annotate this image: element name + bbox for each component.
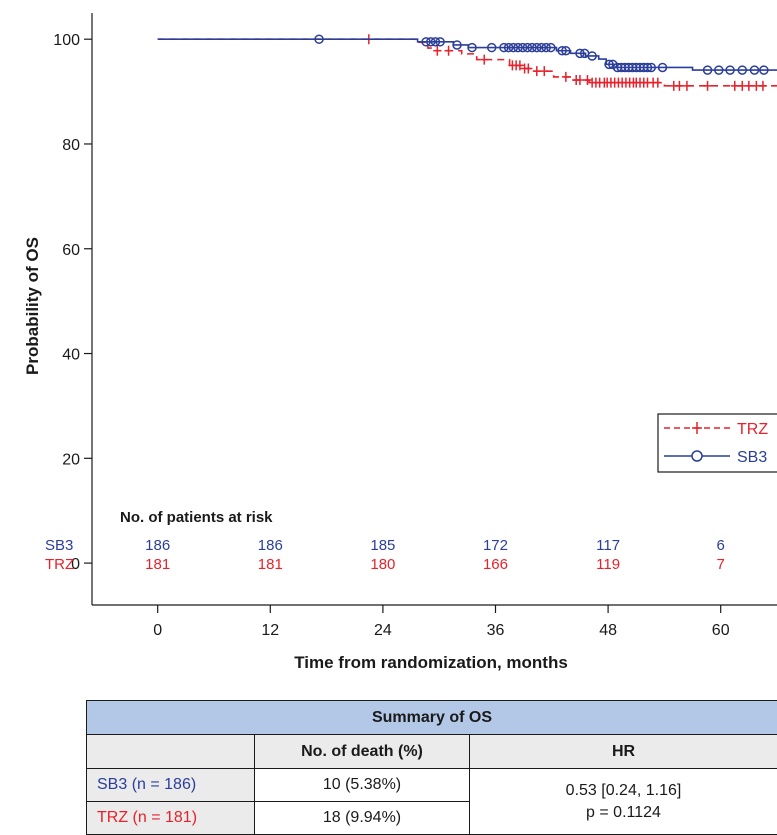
x-tick-label: 0: [153, 622, 162, 639]
censor-mark-trz: [533, 66, 541, 76]
risk-count: 186: [258, 537, 283, 554]
y-axis-label: Probability of OS: [23, 237, 42, 375]
risk-count: 166: [483, 556, 508, 573]
x-tick-label: 36: [487, 622, 505, 639]
summary-hr-cell: 0.53 [0.24, 1.16] p = 0.1124: [470, 769, 777, 835]
legend: TRZ SB3: [658, 414, 777, 472]
censor-mark-trz: [583, 75, 591, 85]
censor-mark-trz: [480, 55, 488, 65]
y-tick-label: 80: [62, 137, 80, 154]
censor-mark-trz: [745, 81, 753, 91]
summary-hr-value: 0.53 [0.24, 1.16]: [470, 780, 777, 802]
summary-col-hr: HR: [470, 735, 777, 769]
risk-count: 181: [258, 556, 283, 573]
censor-mark-trz: [540, 66, 548, 76]
survival-curves: [158, 34, 777, 91]
curve-trz: [158, 39, 777, 86]
y-tick-label: 40: [62, 347, 80, 364]
risk-count: 7: [717, 556, 725, 573]
risk-table: No. of patients at risk SB3 186 186 185 172 11…: [45, 509, 725, 573]
legend-label-trz: TRZ: [737, 421, 768, 438]
censor-mark-trz: [675, 81, 683, 91]
legend-label-sb3: SB3: [737, 449, 767, 466]
summary-row-trz-death: 18 (9.94%): [255, 802, 470, 835]
censor-mark-trz: [562, 72, 570, 82]
censor-mark-trz: [524, 64, 532, 74]
risk-count: 172: [483, 537, 508, 554]
risk-count: 119: [596, 556, 620, 573]
legend-marker-sb3: [692, 451, 702, 461]
series-trz: [158, 34, 777, 91]
risk-count: 6: [717, 537, 725, 554]
summary-table: Summary of OS No. of death (%) HR SB3 (n…: [86, 700, 777, 835]
x-tick-label: 12: [261, 622, 279, 639]
risk-table-title: No. of patients at risk: [120, 509, 273, 526]
censor-mark-trz: [683, 81, 691, 91]
risk-count: 117: [596, 537, 620, 554]
risk-count: 181: [145, 556, 170, 573]
summary-p-value: p = 0.1124: [470, 802, 777, 824]
risk-row-label-trz: TRZ: [45, 556, 74, 573]
censor-mark-trz: [445, 46, 453, 56]
y-tick-label: 60: [62, 242, 80, 259]
censor-mark-trz: [576, 75, 584, 85]
risk-row-label-sb3: SB3: [45, 537, 73, 554]
censor-mark-trz: [704, 81, 712, 91]
risk-count: 180: [370, 556, 395, 573]
risk-count: 185: [370, 537, 395, 554]
summary-title: Summary of OS: [87, 701, 777, 735]
risk-count: 186: [145, 537, 170, 554]
summary-corner: [87, 735, 255, 769]
x-tick-label: 24: [374, 622, 392, 639]
summary-col-death: No. of death (%): [255, 735, 470, 769]
y-tick-label: 20: [62, 451, 80, 468]
summary-row-sb3-label: SB3 (n = 186): [87, 769, 255, 802]
summary-row-trz-label: TRZ (n = 181): [87, 802, 255, 835]
summary-row-sb3-death: 10 (5.38%): [255, 769, 470, 802]
censor-mark-trz: [731, 81, 739, 91]
y-tick-label: 100: [53, 32, 80, 49]
x-tick-label: 60: [712, 622, 730, 639]
censor-mark-trz: [433, 46, 441, 56]
censor-mark-trz: [654, 78, 662, 88]
x-axis-label: Time from randomization, months: [294, 653, 568, 672]
censor-mark-trz: [759, 81, 767, 91]
x-tick-label: 48: [599, 622, 617, 639]
